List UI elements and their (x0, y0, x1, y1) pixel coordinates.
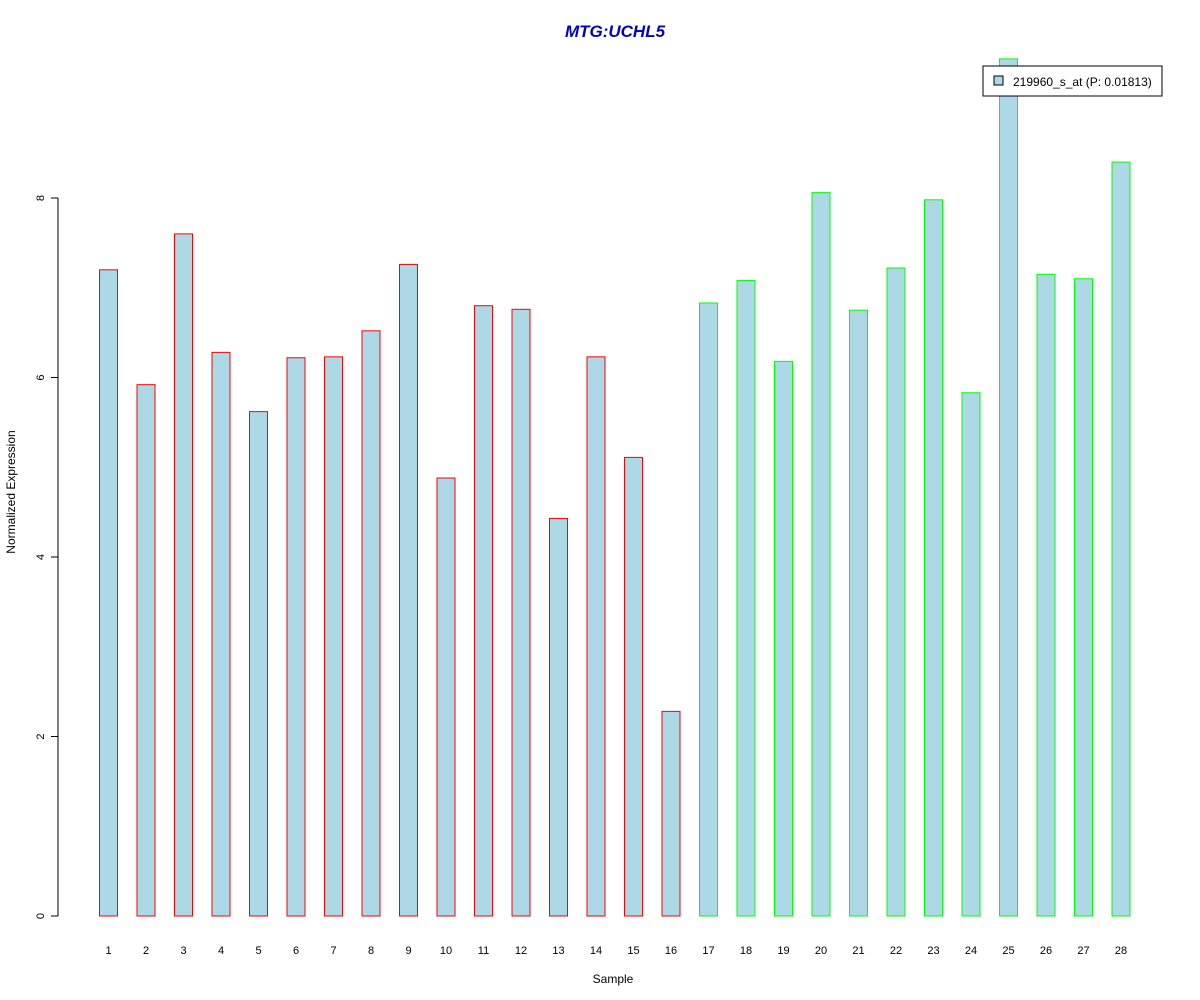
bar-sample-13 (549, 517, 568, 917)
bar-sample-27 (1074, 278, 1093, 917)
legend-box (982, 65, 1163, 97)
legend-swatch (993, 75, 1004, 86)
y-axis: 0 2 4 6 8 (35, 195, 59, 919)
x-tick-label: 24 (965, 945, 977, 957)
bar-sample-24 (961, 392, 981, 917)
y-tick-label: 8 (35, 195, 47, 201)
bar-sample-5 (249, 411, 268, 917)
x-tick-label: 16 (665, 945, 677, 957)
x-tick-label: 10 (440, 945, 452, 957)
x-tick-label: 2 (143, 945, 149, 957)
x-tick-label: 18 (740, 945, 752, 957)
bar-sample-25 (999, 58, 1018, 917)
x-tick-labels: 1 2 3 4 5 6 7 8 9 10 11 12 13 14 15 16 17 18 19 20 21 22 23 24 2… (105, 945, 1127, 957)
bar-sample-4 (211, 351, 231, 917)
bar-sample-2 (136, 384, 156, 917)
y-axis-label: Normalized Expression (4, 430, 18, 553)
x-axis-label: Sample (593, 972, 634, 986)
bar-sample-16 (661, 710, 681, 917)
x-tick-label: 26 (1040, 945, 1052, 957)
legend-label: 219960_s_at (P: 0.01813) (1013, 75, 1152, 89)
bar-sample-9 (399, 263, 418, 917)
bar-sample-10 (436, 477, 456, 917)
x-tick-label: 22 (890, 945, 902, 957)
x-tick-label: 19 (777, 945, 789, 957)
legend: 219960_s_at (P: 0.01813) (982, 65, 1163, 97)
x-tick-label: 25 (1002, 945, 1014, 957)
x-tick-label: 6 (293, 945, 299, 957)
bar-sample-17 (699, 302, 718, 917)
bar-sample-1 (99, 269, 118, 917)
bar-sample-18 (736, 280, 756, 917)
x-tick-label: 7 (330, 945, 336, 957)
bar-sample-22 (886, 267, 906, 917)
bar-sample-20 (811, 192, 831, 917)
bar-sample-26 (1036, 273, 1056, 917)
x-tick-label: 23 (927, 945, 939, 957)
bar-sample-15 (624, 456, 643, 917)
x-tick-label: 14 (590, 945, 602, 957)
bar-sample-7 (324, 356, 343, 917)
x-tick-label: 9 (405, 945, 411, 957)
x-tick-label: 27 (1077, 945, 1089, 957)
bar-sample-11 (474, 305, 493, 917)
x-tick-label: 3 (180, 945, 186, 957)
bar-sample-12 (511, 308, 531, 917)
bar-sample-6 (286, 357, 306, 917)
x-tick-label: 1 (105, 945, 111, 957)
x-tick-label: 21 (852, 945, 864, 957)
bar-sample-8 (361, 330, 381, 917)
bar-sample-3 (174, 233, 193, 917)
bar-sample-23 (924, 199, 943, 917)
x-tick-label: 4 (218, 945, 224, 957)
x-tick-label: 8 (368, 945, 374, 957)
bar-sample-19 (774, 360, 793, 917)
y-tick-label: 0 (35, 913, 47, 919)
y-tick-label: 4 (35, 554, 47, 560)
bars-group (99, 58, 1131, 917)
x-tick-label: 13 (552, 945, 564, 957)
chart-title: MTG:UCHL5 (565, 22, 666, 41)
x-tick-label: 15 (627, 945, 639, 957)
x-tick-label: 5 (255, 945, 261, 957)
x-tick-label: 17 (702, 945, 714, 957)
bar-sample-21 (849, 309, 868, 917)
x-tick-label: 11 (478, 945, 489, 957)
y-tick-label: 2 (35, 733, 47, 739)
x-tick-label: 20 (815, 945, 827, 957)
x-tick-label: 28 (1115, 945, 1127, 957)
x-tick-label: 12 (515, 945, 527, 957)
y-tick-label: 6 (35, 374, 47, 380)
bar-sample-28 (1111, 161, 1131, 917)
bar-sample-14 (586, 356, 606, 917)
